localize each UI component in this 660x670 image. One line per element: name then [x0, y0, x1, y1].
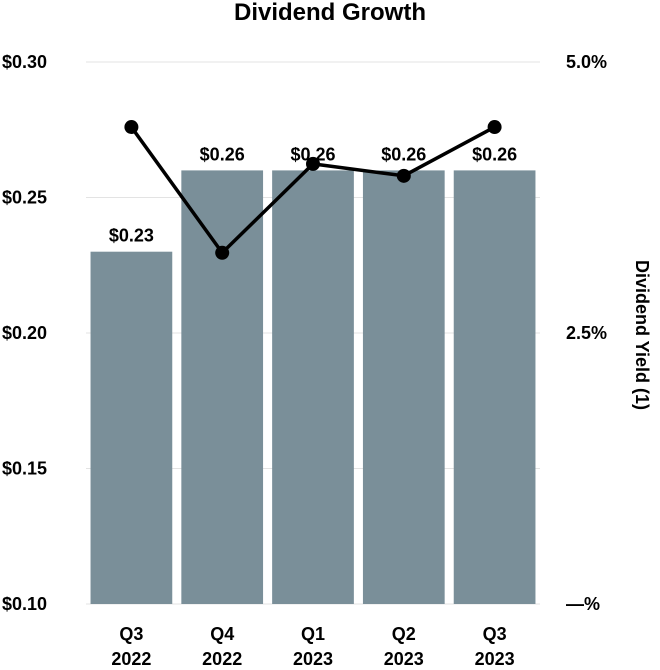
left-tick-label-1: $0.25	[2, 188, 47, 208]
bar-value-label-4: $0.26	[472, 144, 517, 164]
x-tick-label-year-1: 2022	[202, 649, 242, 669]
bar-0	[90, 251, 173, 604]
yield-point-3	[396, 168, 411, 183]
bar-value-label-0: $0.23	[109, 226, 154, 246]
yield-point-1	[215, 245, 230, 260]
bar-value-label-1: $0.26	[200, 144, 245, 164]
left-tick-label-2: $0.20	[2, 323, 47, 343]
left-tick-label-4: $0.10	[2, 594, 47, 614]
data-labels: $0.23 $0.26 $0.26 $0.26 $0.26	[109, 144, 517, 245]
bar-3	[362, 170, 445, 604]
right-tick-label-1: 2.5%	[566, 323, 607, 343]
x-tick-label-year-4: 2023	[475, 649, 515, 669]
right-axis-ticks: 5.0% 2.5% —%	[566, 52, 607, 614]
x-tick-label-quarter-3: Q2	[392, 624, 416, 644]
yield-point-4	[487, 120, 502, 135]
yield-point-0	[124, 120, 139, 135]
x-tick-label-year-3: 2023	[384, 649, 424, 669]
right-tick-label-2: —%	[566, 594, 600, 614]
right-tick-label-0: 5.0%	[566, 52, 607, 72]
x-tick-label-quarter-1: Q4	[210, 624, 234, 644]
x-tick-label-quarter-0: Q3	[119, 624, 143, 644]
right-axis-label: Dividend Yield (1)	[632, 260, 652, 410]
chart-title: Dividend Growth	[234, 0, 426, 26]
left-tick-label-3: $0.15	[2, 459, 47, 479]
left-axis-ticks: $0.30 $0.25 $0.20 $0.15 $0.10	[2, 52, 47, 614]
x-tick-label-year-2: 2023	[293, 649, 333, 669]
bar-value-label-3: $0.26	[381, 144, 426, 164]
bar-4	[453, 170, 536, 604]
x-tick-label-year-0: 2022	[111, 649, 151, 669]
x-axis-ticks: Q3 2022 Q4 2022 Q1 2023 Q2 2023 Q3 2023	[111, 624, 514, 669]
yield-point-2	[306, 156, 320, 171]
bar-1	[181, 170, 264, 604]
x-tick-label-quarter-4: Q3	[483, 624, 507, 644]
bar-value-label-2: $0.26	[290, 144, 335, 164]
bar-2	[272, 170, 354, 604]
x-tick-label-quarter-2: Q1	[301, 624, 325, 644]
left-tick-label-0: $0.30	[2, 52, 47, 72]
yield-line	[124, 120, 502, 260]
bars	[90, 170, 536, 604]
